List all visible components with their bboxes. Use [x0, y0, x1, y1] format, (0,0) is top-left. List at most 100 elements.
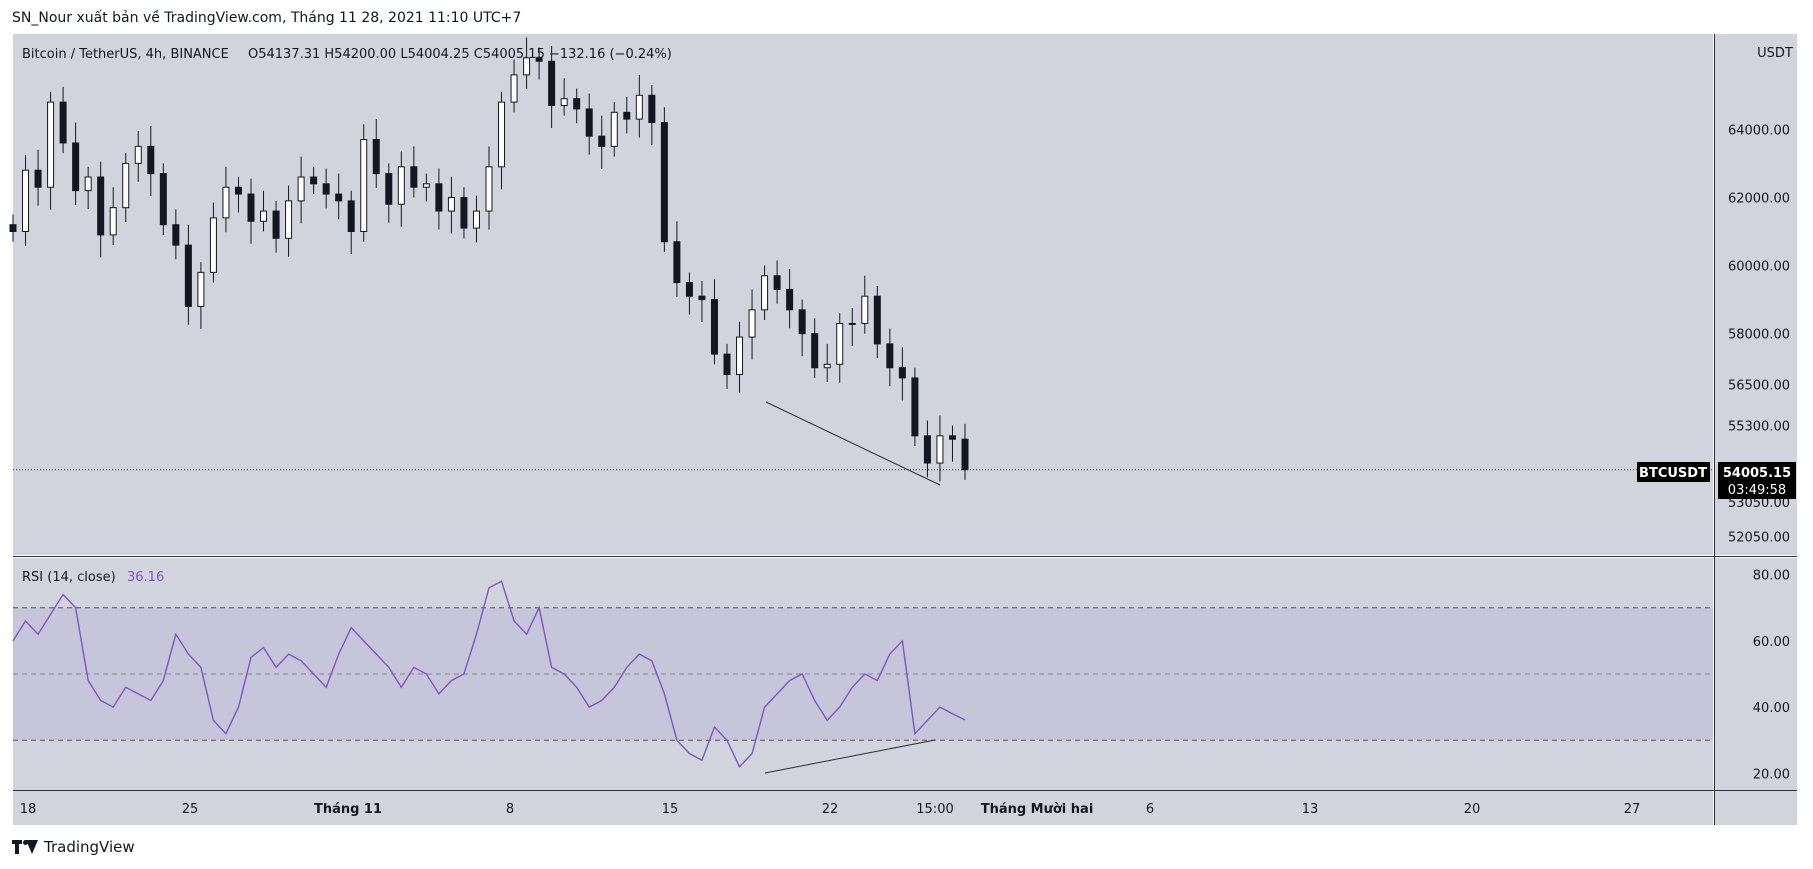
- candle-body: [335, 193, 343, 202]
- candle-body: [260, 210, 268, 222]
- price-tag-price-bg: [1718, 462, 1796, 499]
- candle-body: [184, 244, 192, 307]
- candle-body: [322, 183, 330, 195]
- time-axis-bg[interactable]: [13, 790, 1713, 825]
- candle-body: [685, 282, 693, 297]
- candle-body: [472, 210, 480, 229]
- tradingview-brand[interactable]: TradingView: [12, 838, 135, 856]
- candle-body: [360, 139, 368, 233]
- candle-body: [773, 275, 781, 290]
- time-tick-label: 15: [662, 802, 679, 817]
- price-tick-label: 62000.00: [1728, 191, 1790, 206]
- candle-body: [660, 122, 668, 243]
- price-tick-label: 60000.00: [1728, 260, 1790, 275]
- rsi-legend-label[interactable]: RSI (14, close): [22, 570, 116, 585]
- time-axis-labels[interactable]: 18 25 Tháng 11 8 15 22 15:00 Tháng Mười hai 6 13 2…: [20, 802, 1641, 817]
- candle-body: [410, 166, 418, 188]
- price-tag-symbol: BTCUSDT: [1639, 466, 1707, 481]
- candle-body: [9, 224, 17, 233]
- candle-body: [372, 139, 380, 175]
- candle-body: [397, 166, 405, 205]
- price-tag-countdown: 03:49:58: [1728, 483, 1786, 498]
- candles[interactable]: [9, 37, 969, 482]
- candle-body: [761, 275, 769, 311]
- corner-bg: [1715, 790, 1797, 825]
- price-tick-label: 55300.00: [1728, 420, 1790, 435]
- candle-body: [510, 74, 518, 103]
- rsi-tick-label: 20.00: [1753, 767, 1790, 782]
- candle-body: [47, 101, 55, 188]
- candle-body: [285, 200, 293, 239]
- time-tick-label: 6: [1146, 802, 1154, 817]
- footer-brand-text: TradingView: [44, 838, 135, 856]
- symbol-legend[interactable]: Bitcoin / TetherUS, 4h, BINANCE: [22, 47, 229, 62]
- candle-body: [435, 183, 443, 212]
- candle-body: [748, 309, 756, 338]
- price-tick-label: 53050.00: [1728, 496, 1790, 511]
- candle-body: [385, 173, 393, 205]
- candle-body: [548, 60, 556, 107]
- time-tick-label: 27: [1624, 802, 1641, 817]
- candle-body: [786, 288, 794, 311]
- candle-body: [209, 217, 217, 273]
- candle-body: [159, 173, 167, 226]
- candle-body: [122, 162, 130, 209]
- time-tick-label: 22: [822, 802, 839, 817]
- candle-body: [948, 435, 956, 440]
- candle-body: [698, 295, 706, 301]
- candle-body: [673, 241, 681, 284]
- candle-body: [861, 295, 869, 324]
- candle-body: [923, 435, 931, 464]
- candle-body: [598, 135, 606, 147]
- rsi-axis-ticks[interactable]: 80.00 60.00 40.00 20.00: [1753, 569, 1790, 783]
- candle-body: [648, 94, 656, 124]
- candle-body: [485, 166, 493, 212]
- time-tick-label: 8: [506, 802, 514, 817]
- candle-body: [823, 363, 831, 369]
- candle-body: [811, 333, 819, 369]
- candle-body: [961, 438, 969, 471]
- rsi-tick-label: 60.00: [1753, 635, 1790, 650]
- candle-body: [197, 271, 205, 307]
- candle-body: [460, 196, 468, 229]
- rsi-trendline[interactable]: [764, 739, 936, 774]
- price-tick-label: 58000.00: [1728, 328, 1790, 343]
- price-tick-label: 64000.00: [1728, 123, 1790, 138]
- candle-body: [447, 196, 455, 212]
- candle-body: [84, 176, 92, 192]
- candle-body: [34, 169, 42, 188]
- price-tag-price: 54005.15: [1723, 466, 1791, 481]
- candle-body: [272, 210, 280, 239]
- candle-body: [247, 193, 255, 222]
- rsi-legend-value: 36.16: [127, 570, 164, 585]
- candle-body: [635, 94, 643, 120]
- candle-body: [498, 101, 506, 168]
- price-trendline[interactable]: [765, 401, 941, 486]
- candle-body: [898, 367, 906, 379]
- candle-body: [585, 108, 593, 137]
- candle-body: [234, 186, 242, 195]
- price-axis-ticks[interactable]: 64000.00 62000.00 60000.00 58000.00 56500.00…: [1728, 123, 1790, 545]
- candle-body: [310, 176, 318, 185]
- candle-body: [936, 435, 944, 464]
- candle-body: [710, 299, 718, 355]
- candle-body: [109, 207, 117, 236]
- time-tick-label: Tháng 11: [314, 802, 382, 817]
- candle-body: [911, 377, 919, 437]
- price-pane-bg[interactable]: [13, 34, 1713, 555]
- candle-body: [297, 176, 305, 202]
- price-tick-label: 56500.00: [1728, 379, 1790, 394]
- candle-body: [836, 322, 844, 365]
- candle-body: [736, 336, 744, 376]
- time-tick-label: 13: [1302, 802, 1319, 817]
- candle-body: [22, 169, 30, 233]
- rsi-axis-bg[interactable]: [1715, 558, 1797, 790]
- candle-body: [222, 186, 230, 219]
- candle-body: [723, 353, 731, 376]
- candle-body: [886, 343, 894, 369]
- rsi-line[interactable]: [12, 580, 966, 769]
- time-tick-label: 25: [182, 802, 199, 817]
- ohlc-legend: O54137.31 H54200.00 L54004.25 C54005.15 …: [248, 47, 672, 62]
- rsi-tick-label: 80.00: [1753, 569, 1790, 584]
